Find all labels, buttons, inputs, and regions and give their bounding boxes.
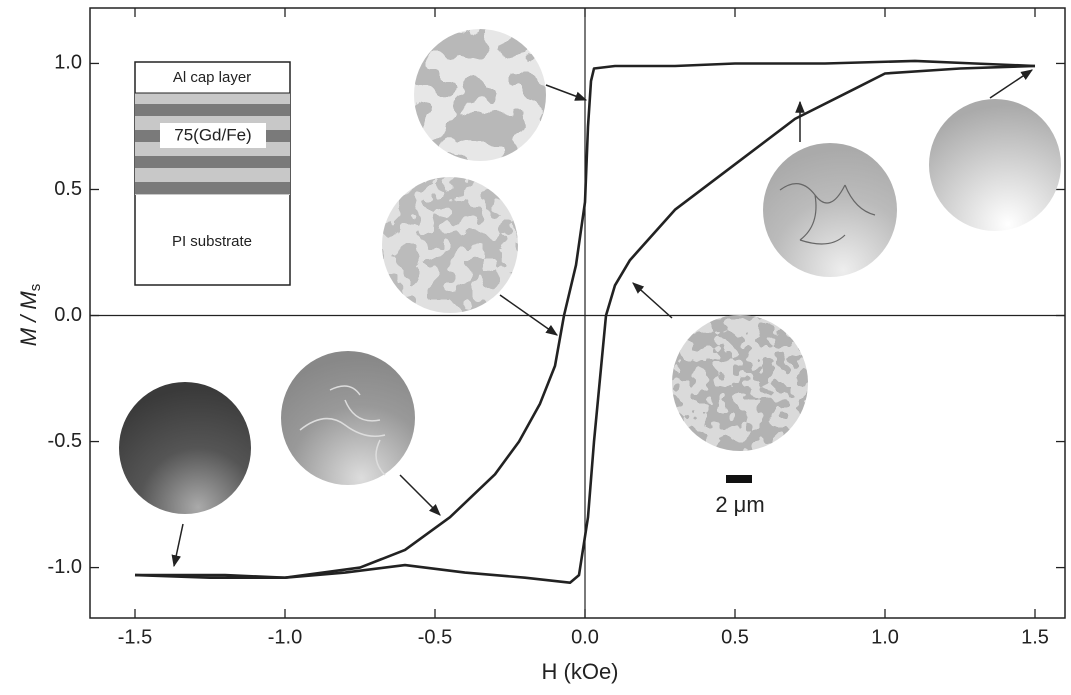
arrow — [400, 475, 440, 515]
y-axis-label-main: M / M — [16, 291, 41, 347]
x-tick-label: 1.5 — [1021, 626, 1049, 648]
arrow — [174, 524, 183, 566]
scale-bar — [726, 475, 752, 483]
multilayer-label: 75(Gd/Fe) — [174, 125, 251, 144]
domain-image — [670, 313, 810, 453]
x-tick-label: -1.0 — [268, 626, 302, 648]
x-tick-label: -0.5 — [418, 626, 452, 648]
x-tick-label: 1.0 — [871, 626, 899, 648]
arrow — [546, 85, 586, 100]
domain-image — [763, 143, 897, 277]
y-axis-label: M / Ms — [16, 284, 44, 347]
domain-image — [119, 382, 251, 514]
domain-image — [281, 351, 415, 485]
y-tick-label: 0.5 — [54, 178, 82, 200]
chart: -1.5 -1.0 -0.5 0.0 0.5 1.0 1.5 -1.0 -0.5 0.0 0.5 1.… — [0, 0, 1071, 690]
scale-bar-label: 2 μm — [715, 492, 764, 517]
x-tick-label: -1.5 — [118, 626, 152, 648]
x-axis-label: H (kOe) — [542, 659, 619, 684]
y-tick-label: 0.0 — [54, 304, 82, 326]
x-tick-label: 0.5 — [721, 626, 749, 648]
domain-image — [380, 175, 520, 315]
layer — [135, 104, 290, 116]
arrow — [990, 70, 1032, 98]
cap-layer-label: Al cap layer — [173, 69, 251, 86]
layer — [135, 182, 290, 194]
domain-image — [929, 99, 1061, 231]
arrows — [174, 70, 1032, 566]
domain-image — [410, 25, 550, 165]
x-tick-label: 0.0 — [571, 626, 599, 648]
y-tick-label: 1.0 — [54, 52, 82, 74]
y-tick-label: -1.0 — [48, 556, 82, 578]
y-tick-label: -0.5 — [48, 430, 82, 452]
y-axis-label-subscript: s — [27, 284, 44, 292]
arrow — [633, 283, 672, 318]
substrate-label: PI substrate — [172, 233, 252, 250]
layer-diagram: Al cap layer 75(Gd/Fe) PI substrate — [135, 62, 290, 285]
layer — [135, 156, 290, 168]
